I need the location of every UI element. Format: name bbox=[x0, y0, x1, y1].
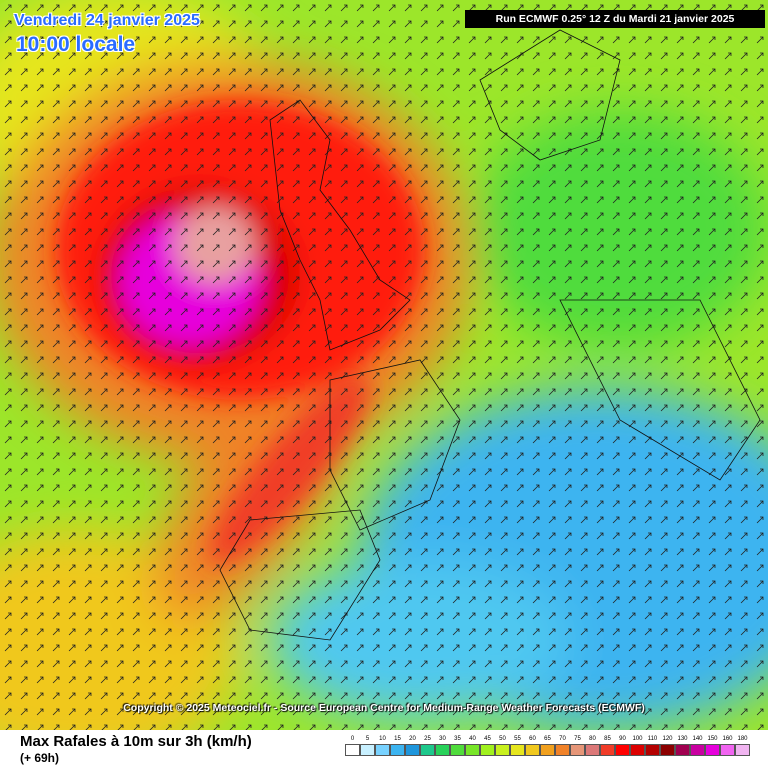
legend-swatch bbox=[660, 744, 675, 756]
legend-item: 15 bbox=[390, 736, 405, 756]
legend-swatch bbox=[390, 744, 405, 756]
legend-label: 0 bbox=[350, 736, 355, 742]
run-info: Run ECMWF 0.25° 12 Z du Mardi 21 janvier… bbox=[465, 10, 765, 28]
legend-swatch bbox=[690, 744, 705, 756]
legend-label: 150 bbox=[707, 736, 718, 742]
legend-label: 120 bbox=[662, 736, 673, 742]
legend-label: 15 bbox=[394, 736, 401, 742]
legend-label: 65 bbox=[544, 736, 551, 742]
legend-item: 55 bbox=[510, 736, 525, 756]
legend-label: 5 bbox=[365, 736, 370, 742]
legend-label: 100 bbox=[632, 736, 643, 742]
legend-item: 75 bbox=[570, 736, 585, 756]
legend-item: 30 bbox=[435, 736, 450, 756]
legend-label: 110 bbox=[647, 736, 658, 742]
legend-label: 40 bbox=[469, 736, 476, 742]
color-legend: 0 5 10 15 20 25 30 35 40 45 50 55 60 65 70 75 80 85 90 100 1… bbox=[345, 736, 750, 756]
legend-label: 60 bbox=[529, 736, 536, 742]
legend-item: 45 bbox=[480, 736, 495, 756]
legend-swatch bbox=[435, 744, 450, 756]
legend-item: 5 bbox=[360, 736, 375, 756]
footer: Max Rafales à 10m sur 3h (km/h) (+ 69h) … bbox=[0, 730, 768, 768]
legend-label: 20 bbox=[409, 736, 416, 742]
legend-label: 90 bbox=[619, 736, 626, 742]
legend-swatch bbox=[705, 744, 720, 756]
legend-label: 75 bbox=[574, 736, 581, 742]
legend-swatch bbox=[420, 744, 435, 756]
legend-item: 40 bbox=[465, 736, 480, 756]
legend-label: 130 bbox=[677, 736, 688, 742]
copyright: Copyright © 2025 Meteociel.fr - Source E… bbox=[123, 702, 645, 714]
legend-swatch bbox=[450, 744, 465, 756]
legend-item: 25 bbox=[420, 736, 435, 756]
legend-item: 65 bbox=[540, 736, 555, 756]
legend-item: 60 bbox=[525, 736, 540, 756]
legend-swatch bbox=[630, 744, 645, 756]
legend-label: 25 bbox=[424, 736, 431, 742]
legend-swatch bbox=[345, 744, 360, 756]
legend-item: 20 bbox=[405, 736, 420, 756]
legend-item: 35 bbox=[450, 736, 465, 756]
legend-label: 180 bbox=[737, 736, 748, 742]
legend-label: 30 bbox=[439, 736, 446, 742]
legend-swatch bbox=[735, 744, 750, 756]
legend-label: 45 bbox=[484, 736, 491, 742]
lead-time: (+ 69h) bbox=[20, 751, 60, 765]
legend-label: 55 bbox=[514, 736, 521, 742]
legend-swatch bbox=[525, 744, 540, 756]
legend-label: 140 bbox=[692, 736, 703, 742]
legend-item: 90 bbox=[615, 736, 630, 756]
legend-label: 35 bbox=[454, 736, 461, 742]
legend-swatch bbox=[480, 744, 495, 756]
legend-item: 180 bbox=[735, 736, 750, 756]
legend-item: 130 bbox=[675, 736, 690, 756]
legend-label: 10 bbox=[379, 736, 386, 742]
footer-title: Max Rafales à 10m sur 3h (km/h) bbox=[20, 733, 252, 750]
legend-swatch bbox=[615, 744, 630, 756]
legend-swatch bbox=[465, 744, 480, 756]
legend-label: 160 bbox=[722, 736, 733, 742]
legend-item: 80 bbox=[585, 736, 600, 756]
legend-swatch bbox=[570, 744, 585, 756]
legend-item: 110 bbox=[645, 736, 660, 756]
legend-swatch bbox=[585, 744, 600, 756]
legend-swatch bbox=[510, 744, 525, 756]
legend-item: 70 bbox=[555, 736, 570, 756]
legend-label: 70 bbox=[559, 736, 566, 742]
legend-swatch bbox=[540, 744, 555, 756]
legend-item: 0 bbox=[345, 736, 360, 756]
legend-item: 150 bbox=[705, 736, 720, 756]
legend-label: 50 bbox=[499, 736, 506, 742]
legend-item: 120 bbox=[660, 736, 675, 756]
legend-item: 160 bbox=[720, 736, 735, 756]
legend-item: 100 bbox=[630, 736, 645, 756]
legend-swatch bbox=[360, 744, 375, 756]
wind-gust-map bbox=[0, 0, 768, 730]
legend-label: 85 bbox=[604, 736, 611, 742]
legend-swatch bbox=[675, 744, 690, 756]
legend-swatch bbox=[405, 744, 420, 756]
legend-swatch bbox=[600, 744, 615, 756]
legend-item: 50 bbox=[495, 736, 510, 756]
legend-item: 85 bbox=[600, 736, 615, 756]
legend-swatch bbox=[495, 744, 510, 756]
forecast-time: 10:00 locale bbox=[16, 33, 136, 56]
legend-swatch bbox=[645, 744, 660, 756]
legend-swatch bbox=[375, 744, 390, 756]
forecast-date: Vendredi 24 janvier 2025 bbox=[14, 12, 200, 29]
legend-swatch bbox=[555, 744, 570, 756]
legend-label: 80 bbox=[589, 736, 596, 742]
legend-item: 140 bbox=[690, 736, 705, 756]
legend-swatch bbox=[720, 744, 735, 756]
legend-item: 10 bbox=[375, 736, 390, 756]
